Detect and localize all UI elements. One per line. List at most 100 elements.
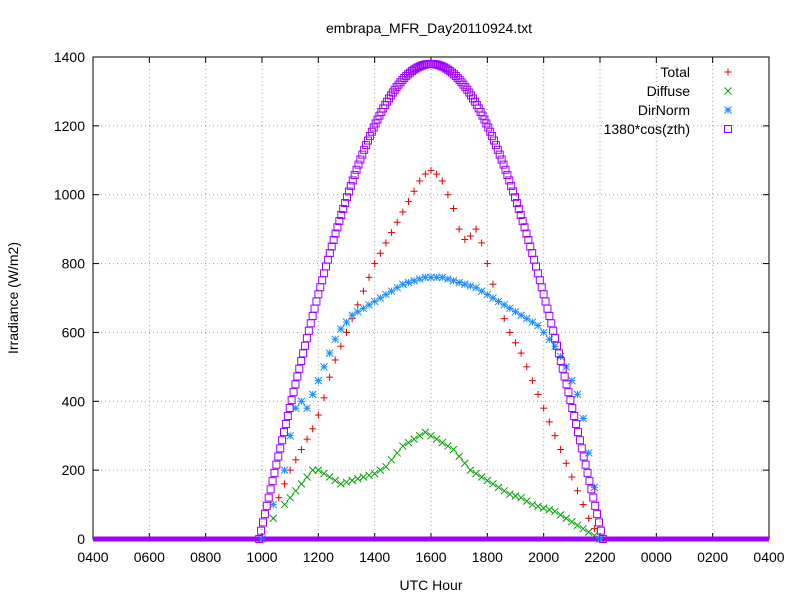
data-point-model <box>320 269 329 278</box>
data-point-diffuse <box>432 435 441 444</box>
data-point-model <box>520 223 529 232</box>
data-point-model <box>522 229 531 238</box>
data-point-model <box>272 460 281 469</box>
data-point-dirnorm <box>573 390 582 399</box>
series-model-curve <box>255 59 607 543</box>
data-point-model <box>274 452 283 461</box>
legend-marker <box>724 68 732 76</box>
data-point-model <box>585 477 594 486</box>
data-point-model <box>255 535 264 543</box>
data-point-dirnorm <box>320 363 328 371</box>
data-point-model <box>570 412 579 421</box>
data-point-model <box>289 388 298 397</box>
data-point-diffuse <box>303 473 311 481</box>
data-point-model <box>352 165 361 174</box>
data-point-total <box>523 363 531 371</box>
data-point-model <box>360 145 369 154</box>
data-point-model <box>369 123 378 132</box>
data-point-total <box>326 373 334 381</box>
data-point-diffuse <box>342 478 351 487</box>
data-point-diffuse <box>382 462 390 471</box>
x-tick-label: 1000 <box>246 549 277 565</box>
data-point-total <box>292 456 300 464</box>
data-point-diffuse <box>280 500 289 509</box>
data-point-model <box>489 136 498 145</box>
data-point-diffuse <box>584 528 593 536</box>
data-point-model <box>262 501 271 510</box>
data-point-diffuse <box>438 438 447 447</box>
data-point-model <box>589 493 598 502</box>
data-point-diffuse <box>387 455 396 464</box>
data-point-model <box>594 518 603 527</box>
data-point-model <box>518 217 527 226</box>
data-point-dirnorm <box>534 321 542 330</box>
x-tick-label: 2000 <box>528 549 559 565</box>
data-point-total <box>331 356 339 364</box>
data-point-total <box>512 339 519 347</box>
data-point-dirnorm <box>314 376 323 385</box>
data-point-diffuse <box>444 442 452 450</box>
data-point-total <box>585 514 593 522</box>
data-point-model <box>558 364 567 373</box>
data-point-model <box>270 468 279 477</box>
data-point-model <box>268 477 277 486</box>
data-point-diffuse <box>370 469 379 478</box>
data-point-total <box>427 167 435 175</box>
data-point-total <box>545 418 553 426</box>
data-point-model <box>260 510 269 519</box>
data-point-model <box>577 444 586 453</box>
data-point-diffuse <box>455 452 464 461</box>
data-point-model <box>293 372 302 381</box>
data-point-model <box>299 349 308 358</box>
data-point-dirnorm <box>432 273 441 282</box>
data-point-model <box>325 249 334 258</box>
data-point-diffuse <box>286 493 295 502</box>
x-tick-label: 0400 <box>77 549 108 565</box>
x-tick-label: 0400 <box>753 549 784 565</box>
data-point-diffuse <box>545 505 554 514</box>
data-point-total <box>404 198 412 206</box>
data-point-model <box>318 276 327 285</box>
data-point-model <box>297 357 306 366</box>
data-point-model <box>343 193 352 202</box>
data-point-total <box>337 342 345 350</box>
data-point-model <box>306 319 315 328</box>
data-point-total <box>506 328 514 336</box>
data-point-diffuse <box>269 514 278 523</box>
data-point-model <box>310 304 319 313</box>
legend-label: Total <box>660 64 690 80</box>
data-point-diffuse <box>404 438 413 447</box>
data-point-model <box>505 176 514 185</box>
data-point-model <box>598 535 607 543</box>
data-point-model <box>348 176 357 185</box>
data-point-dirnorm <box>528 318 537 326</box>
y-tick-label: 200 <box>62 462 86 478</box>
data-point-total <box>483 260 491 268</box>
data-point-diffuse <box>348 476 356 485</box>
data-point-model <box>364 136 373 145</box>
data-point-total <box>579 501 587 509</box>
data-point-diffuse <box>500 486 509 495</box>
data-point-total <box>500 315 508 323</box>
data-point-model <box>354 160 363 169</box>
data-point-model <box>543 304 552 313</box>
data-point-model <box>287 396 296 405</box>
data-point-model <box>509 187 518 196</box>
data-point-model <box>528 249 537 258</box>
data-point-model <box>291 380 300 389</box>
y-tick-label: 600 <box>62 324 86 340</box>
data-point-model <box>512 199 521 208</box>
data-point-model <box>367 127 376 136</box>
data-point-model <box>488 132 497 141</box>
data-point-diffuse <box>421 428 430 437</box>
x-axis-label: UTC Hour <box>399 577 462 593</box>
data-point-dirnorm <box>359 304 368 313</box>
data-point-model <box>573 428 582 437</box>
data-point-model <box>587 485 596 494</box>
series-total <box>258 167 604 543</box>
data-point-model <box>579 452 588 461</box>
data-point-model <box>482 119 491 128</box>
data-point-dirnorm <box>579 414 587 423</box>
data-point-model <box>337 210 346 219</box>
data-point-diffuse <box>308 466 317 474</box>
